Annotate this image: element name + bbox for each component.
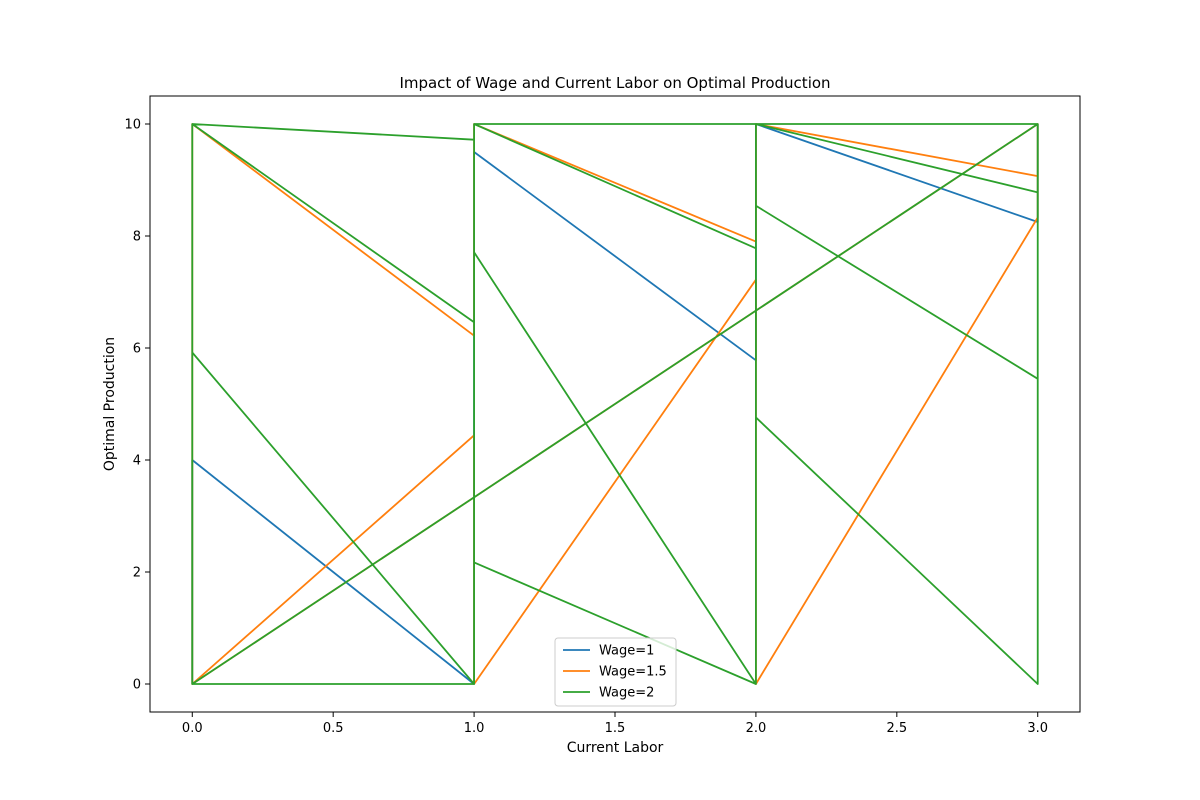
y-axis: 0 2 4 6 8 10 (124, 118, 150, 693)
legend-box (554, 637, 677, 707)
y-tick-label: 2 (133, 566, 141, 581)
y-tick-label: 0 (133, 678, 141, 693)
x-axis-label: Current Labor (567, 740, 664, 756)
series-layer (191, 123, 1039, 685)
x-tick-label: 1.5 (605, 721, 626, 736)
x-axis: 0.0 0.5 1.0 1.5 2.0 2.5 3.0 (182, 712, 1048, 736)
legend-label-1: Wage=1 (599, 644, 654, 659)
x-tick-label: 0.5 (323, 721, 344, 736)
series-line-1 (191, 123, 1039, 685)
x-tick-label: 0.0 (182, 721, 203, 736)
legend-label-3: Wage=2 (599, 686, 654, 701)
y-tick-label: 10 (124, 118, 141, 133)
y-axis-label: Optimal Production (102, 337, 118, 471)
y-tick-label: 4 (133, 454, 141, 469)
chart-title: Impact of Wage and Current Labor on Opti… (399, 74, 830, 92)
x-tick-label: 2.0 (746, 721, 767, 736)
x-tick-label: 1.0 (464, 721, 485, 736)
x-tick-label: 3.0 (1027, 721, 1048, 736)
y-tick-label: 8 (133, 230, 141, 245)
y-tick-label: 6 (133, 342, 141, 357)
series-line-3 (191, 123, 1039, 685)
legend: Wage=1 Wage=1.5 Wage=2 (554, 637, 677, 707)
x-tick-label: 2.5 (886, 721, 907, 736)
legend-label-2: Wage=1.5 (599, 665, 667, 680)
